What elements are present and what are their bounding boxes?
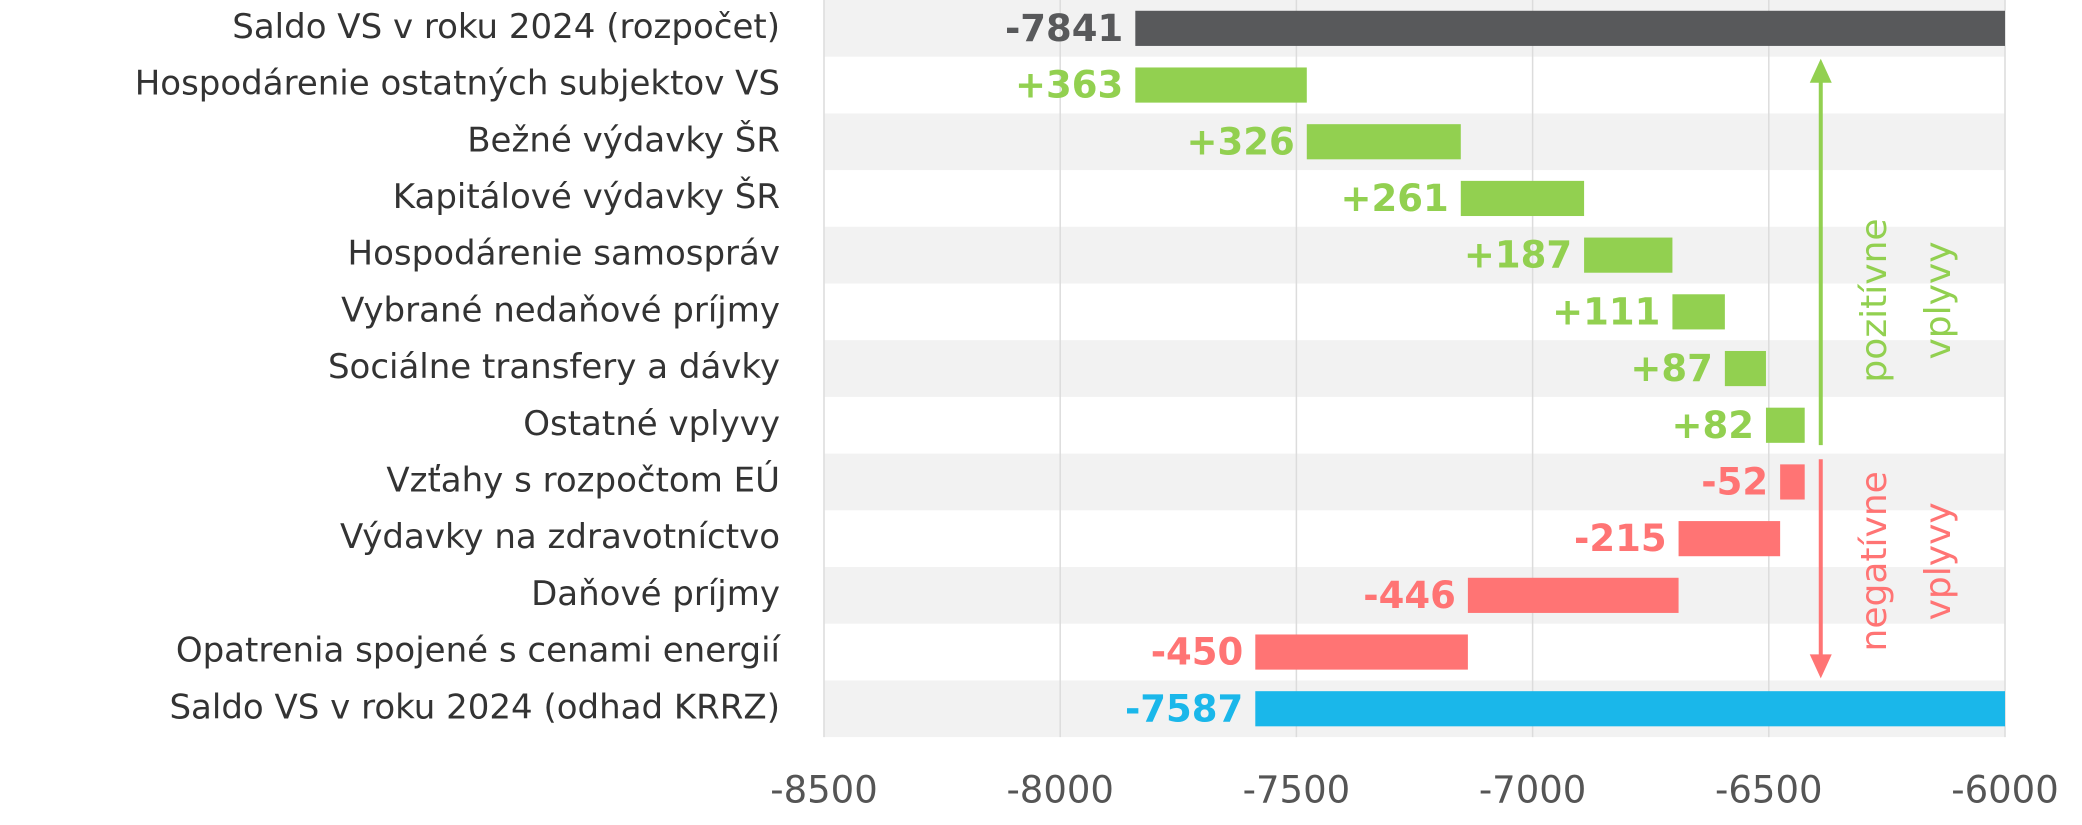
bar [1765, 407, 1805, 443]
value-label: +87 [1630, 347, 1713, 390]
value-label: +326 [1187, 120, 1295, 163]
arrow-head [1809, 58, 1832, 83]
annotation: pozitívne [1854, 218, 1895, 382]
bar [1724, 350, 1766, 387]
bar [1678, 521, 1781, 557]
category-label: Saldo VS v roku 2024 (rozpočet) [232, 7, 780, 47]
value-label: -446 [1363, 574, 1456, 617]
bar [1306, 124, 1461, 160]
x-tick-label: -8000 [1006, 769, 1114, 812]
x-tick-label: -7500 [1243, 769, 1351, 812]
row-band [824, 453, 2005, 511]
row-band [824, 567, 2005, 624]
value-label: -7841 [1005, 7, 1123, 50]
bar [1255, 634, 1468, 670]
bar [1780, 464, 1805, 500]
bar [1255, 691, 2005, 727]
category-label: Výdavky na zdravotníctvo [340, 517, 780, 557]
bar [1672, 294, 1725, 330]
value-label: -450 [1151, 631, 1244, 674]
bar [1460, 180, 1585, 217]
value-label: -7587 [1125, 687, 1243, 730]
category-label: Saldo VS v roku 2024 (odhad KRRZ) [169, 687, 780, 727]
value-label: +261 [1341, 177, 1449, 220]
arrow-head [1809, 654, 1832, 679]
category-label: Hospodárenie ostatných subjektov VS [135, 64, 780, 104]
value-label: +111 [1552, 290, 1660, 333]
bar [1584, 237, 1673, 273]
category-label: Sociálne transfery a dávky [328, 347, 780, 387]
row-band [824, 340, 2005, 397]
x-tick-label: -8500 [770, 769, 878, 812]
category-label: Kapitálové výdavky ŠR [393, 176, 780, 217]
bar [1467, 577, 1679, 613]
bar [1135, 67, 1307, 103]
category-label: Vzťahy s rozpočtom EÚ [386, 459, 780, 500]
bar [1135, 10, 2005, 46]
category-label: Bežné výdavky ŠR [467, 119, 780, 160]
category-label: Daňové príjmy [531, 574, 780, 614]
category-label: Ostatné vplyvy [523, 404, 780, 444]
value-label: -52 [1701, 460, 1768, 503]
category-label: Opatrenia spojené s cenami energií [176, 631, 782, 671]
category-label: Vybrané nedaňové príjmy [341, 290, 780, 330]
value-label: +187 [1464, 234, 1572, 277]
value-label: +82 [1671, 404, 1754, 447]
x-tick-label: -6500 [1715, 769, 1823, 812]
annotation: negatívne [1854, 471, 1895, 651]
row-band [824, 226, 2005, 284]
annotation: vplyvy [1918, 241, 1959, 359]
x-tick-label: -7000 [1479, 769, 1587, 812]
category-label: Hospodárenie samospráv [348, 234, 780, 274]
annotation: vplyvy [1918, 502, 1959, 620]
x-tick-label: -6000 [1951, 769, 2059, 812]
value-label: -215 [1574, 517, 1667, 560]
value-label: +363 [1015, 64, 1123, 107]
